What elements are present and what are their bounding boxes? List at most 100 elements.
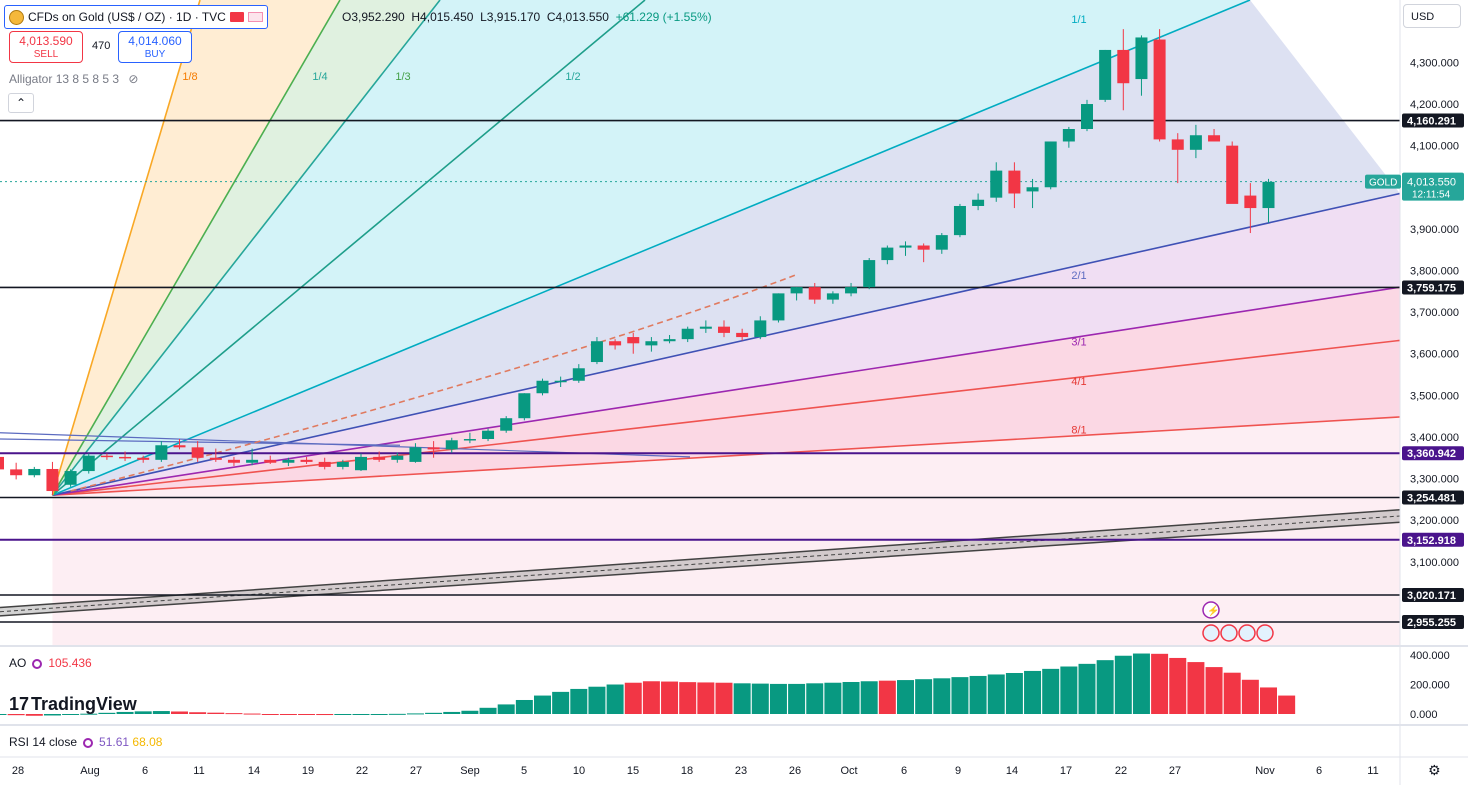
ao-bar: [406, 713, 424, 715]
ao-bar: [225, 713, 243, 715]
y-tick-label: 3,500.000: [1410, 390, 1459, 402]
ao-settings-icon[interactable]: [32, 658, 43, 669]
ao-bar: [243, 713, 261, 715]
channel-lower: [0, 521, 1400, 617]
ao-bar: [588, 686, 606, 714]
main-pane: [0, 0, 1400, 645]
candle-body: [1062, 129, 1075, 142]
ao-bar: [1078, 663, 1096, 714]
last-price-label: 4,013.550: [1407, 177, 1456, 189]
gann-label-top: 1/4: [312, 71, 327, 83]
ao-bar: [933, 678, 951, 714]
ao-bar: [1060, 666, 1078, 714]
compare-icon[interactable]: [247, 12, 263, 22]
ao-bar: [878, 680, 896, 714]
us-flag-icon: [1202, 624, 1220, 642]
gann-label-top: 1/2: [565, 71, 580, 83]
ao-bar: [171, 711, 188, 714]
ohlc-change: +61.229 (+1.55%): [615, 10, 712, 24]
ao-bar: [624, 682, 642, 714]
ao-bar: [842, 681, 860, 714]
level-tag-label: 3,020.171: [1407, 590, 1456, 602]
candle-body: [28, 468, 41, 476]
gann-label-top: 1/3: [395, 71, 410, 83]
level-tag: [1402, 280, 1464, 295]
candle-body: [736, 332, 749, 338]
candle-body: [409, 447, 422, 462]
ao-bar: [515, 699, 533, 714]
gann-label-side: 3/1: [1071, 336, 1086, 348]
candle-body: [209, 457, 222, 460]
rsi-settings-icon[interactable]: [83, 737, 94, 748]
x-tick-label: 27: [410, 765, 422, 777]
candle-body: [1208, 135, 1221, 142]
ao-bar: [43, 714, 61, 716]
level-tag-label: 2,955.255: [1407, 617, 1456, 629]
candle-body: [427, 447, 440, 450]
ao-bar: [1260, 687, 1277, 714]
flag-icon[interactable]: [229, 12, 244, 22]
level-tag-label: 3,152.918: [1407, 535, 1456, 547]
candle-body: [935, 235, 948, 250]
gear-icon[interactable]: ⚙: [1428, 762, 1441, 778]
candle-body: [318, 461, 331, 467]
candle-body: [463, 439, 476, 441]
candle-body: [1171, 139, 1184, 150]
hide-eye-icon[interactable]: ⊘: [128, 72, 139, 86]
candle-body: [917, 245, 930, 250]
ao-bar: [298, 714, 316, 715]
ao-bar: [570, 688, 588, 714]
buy-label: BUY: [144, 49, 166, 60]
candle-body: [536, 380, 549, 394]
candle-body: [790, 287, 803, 294]
gann-ray: [51, 0, 441, 496]
x-tick-label: 6: [142, 765, 148, 777]
x-tick-label: 11: [193, 765, 204, 777]
ao-bar: [1114, 655, 1132, 714]
y-tick-label: 3,200.000: [1410, 515, 1459, 527]
candle-body: [1262, 181, 1275, 209]
alligator-legend[interactable]: Alligator 13 8 5 8 5 3 ⊘: [9, 72, 138, 86]
candle-body: [1244, 195, 1257, 209]
ao-bar: [1151, 653, 1169, 714]
ao-legend[interactable]: AO 105.436: [9, 656, 92, 670]
candle-body: [482, 430, 495, 440]
y-tick-label: 4,200.000: [1410, 99, 1459, 111]
lightning-glyph: ⚡: [1207, 604, 1219, 617]
ao-bar: [606, 684, 624, 714]
candle-body: [246, 459, 259, 463]
x-tick-label: 22: [356, 765, 368, 777]
ao-bar: [425, 712, 443, 714]
tradingview-logo[interactable]: 17 TradingView: [9, 694, 137, 715]
ao-value: 105.436: [48, 656, 92, 670]
ao-bar: [7, 714, 25, 716]
level-tag-label: 3,254.481: [1407, 492, 1456, 504]
gann-ray: [52, 416, 1400, 496]
ohlc-close: C4,013.550: [546, 10, 609, 24]
currency-select[interactable]: USD: [1403, 4, 1461, 28]
rsi-label: RSI 14 close: [9, 735, 78, 749]
ao-bar: [1223, 672, 1241, 714]
chevron-up-icon[interactable]: ⌃: [8, 93, 34, 113]
candle-body: [173, 445, 186, 448]
us-flag-icon: [1238, 624, 1256, 642]
rsi-legend[interactable]: RSI 14 close 51.61 68.08: [9, 735, 162, 749]
x-tick-label: Nov: [1255, 765, 1275, 777]
candle-body: [1117, 49, 1130, 84]
candle-body: [100, 455, 113, 458]
ao-bar: [388, 713, 406, 715]
ao-bar: [352, 714, 370, 715]
sell-button[interactable]: 4,013.590 SELL: [9, 31, 83, 63]
candle-body: [808, 287, 821, 300]
candle-body: [355, 456, 367, 471]
symbol-title-box[interactable]: CFDs on Gold (US$ / OZ) · 1D · TVC: [4, 5, 268, 29]
x-tick-label: 11: [1367, 765, 1378, 777]
x-tick-label: Oct: [840, 765, 857, 777]
candle-body: [863, 260, 876, 288]
buy-button[interactable]: 4,014.060 BUY: [118, 31, 192, 63]
candle-body: [609, 341, 622, 346]
candle-body: [119, 456, 132, 459]
countdown-label: 12:11:54: [1412, 190, 1451, 201]
candle-body: [1081, 104, 1093, 129]
